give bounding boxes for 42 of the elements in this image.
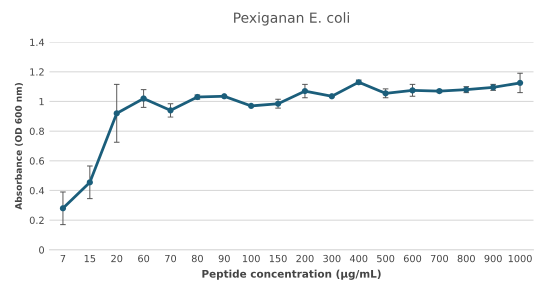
point bbox=[516, 80, 524, 86]
y-axis-title: Absorbance (OD 600 nm) bbox=[14, 83, 23, 210]
chart-title: Pexiganan E. coli bbox=[234, 12, 349, 26]
x-tick-label: 1000 bbox=[508, 254, 532, 262]
x-tick-label: 60 bbox=[138, 254, 150, 262]
x-tick-label: 700 bbox=[430, 254, 448, 262]
x-tick-label: 90 bbox=[218, 254, 230, 262]
x-tick-label: 80 bbox=[192, 254, 203, 262]
x-tick-label: 20 bbox=[111, 254, 122, 262]
point bbox=[167, 107, 174, 114]
y-tick-label: 0 bbox=[39, 246, 44, 254]
point bbox=[221, 93, 228, 100]
point bbox=[114, 110, 120, 116]
y-tick-label: 0.8 bbox=[30, 128, 44, 135]
x-tick-label: 150 bbox=[270, 254, 287, 262]
point bbox=[248, 102, 254, 110]
x-tick-label: 500 bbox=[377, 254, 394, 262]
x-tick-label: 100 bbox=[242, 254, 260, 262]
x-tick-label: 400 bbox=[350, 254, 368, 262]
y-tick-label: 0.6 bbox=[30, 157, 44, 165]
y-tick-label: 0.4 bbox=[30, 186, 44, 194]
x-tick-label: 7 bbox=[60, 254, 66, 262]
x-tick-label: 600 bbox=[404, 254, 422, 262]
point bbox=[328, 93, 335, 100]
x-tick-label: 70 bbox=[165, 254, 176, 262]
point bbox=[60, 205, 66, 212]
y-tick-label: 1.2 bbox=[30, 68, 44, 76]
point bbox=[302, 88, 308, 94]
point bbox=[274, 100, 282, 107]
x-tick-label: 900 bbox=[484, 254, 502, 262]
x-tick-label: 15 bbox=[84, 254, 96, 262]
y-tick-label: 1 bbox=[40, 98, 44, 106]
point bbox=[409, 87, 416, 94]
x-tick-label: 200 bbox=[296, 254, 314, 262]
y-tick-label: 0.2 bbox=[30, 216, 44, 224]
x-tick-label: 300 bbox=[323, 254, 340, 262]
x-axis-title: Peptide concentration (µg/mL) bbox=[202, 270, 381, 280]
x-tick-label: 800 bbox=[458, 254, 475, 262]
point bbox=[86, 179, 93, 186]
point bbox=[140, 95, 147, 102]
y-tick-label: 1.4 bbox=[30, 38, 44, 46]
point bbox=[382, 90, 389, 96]
